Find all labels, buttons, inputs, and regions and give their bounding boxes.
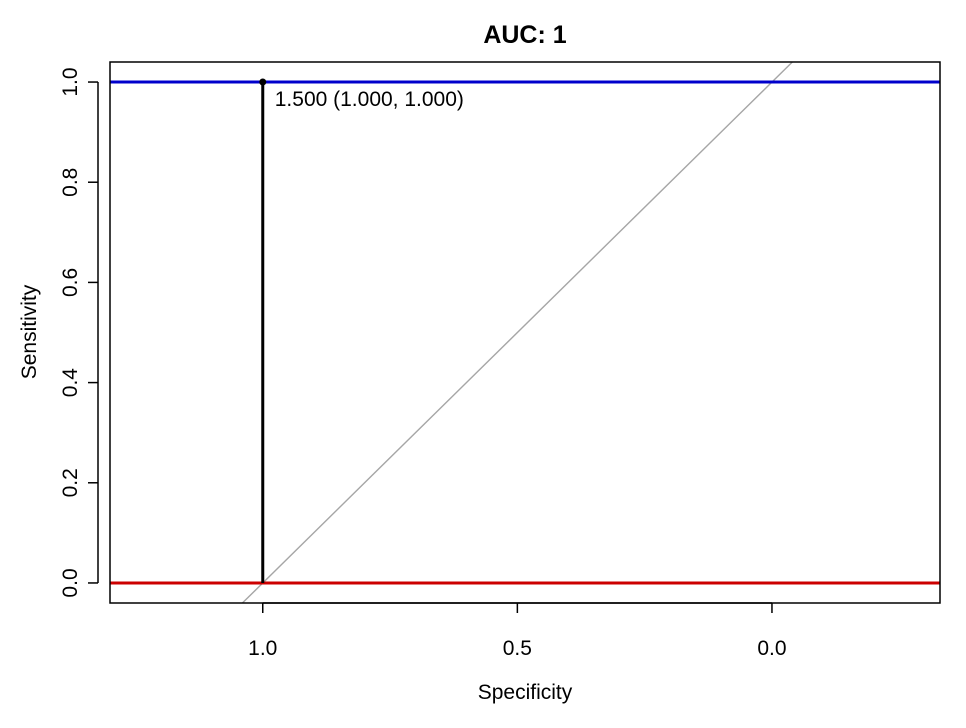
threshold-point xyxy=(259,78,267,86)
y-tick-label: 0.4 xyxy=(59,368,82,398)
chart-title: AUC: 1 xyxy=(483,21,566,49)
chance-diagonal-line xyxy=(241,62,794,603)
x-tick-label: 0.0 xyxy=(757,637,786,660)
y-tick-label: 0.0 xyxy=(59,568,82,597)
y-axis-label: Sensitivity xyxy=(18,284,41,379)
x-tick-label: 0.5 xyxy=(503,637,532,660)
plot-layer: 1.500 (1.000, 1.000) 1.0 0.5 0.0 0.0 0.2 0.4 0.… xyxy=(59,61,941,660)
y-tick-label: 1.0 xyxy=(59,67,82,96)
x-tick-label: 1.0 xyxy=(248,637,277,660)
y-tick-label: 0.8 xyxy=(59,168,82,197)
y-tick-label: 0.2 xyxy=(59,468,82,497)
y-tick-label: 0.6 xyxy=(59,268,82,297)
threshold-annotation: 1.500 (1.000, 1.000) xyxy=(275,88,464,111)
x-axis-label: Specificity xyxy=(478,681,573,704)
